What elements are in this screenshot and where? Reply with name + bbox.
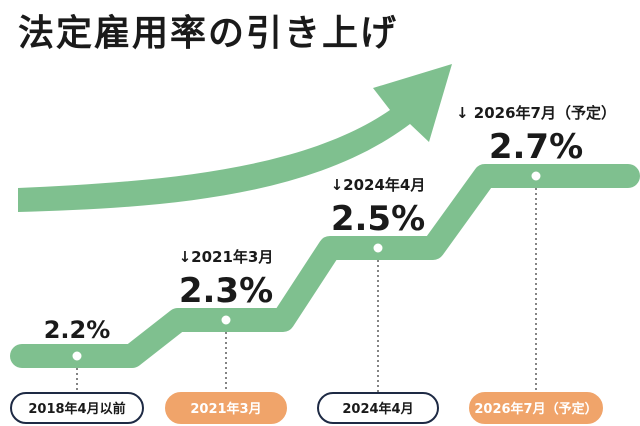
data-label: 2.2% bbox=[44, 316, 111, 344]
trend-arrow bbox=[18, 64, 452, 212]
data-point bbox=[69, 348, 85, 364]
chart-title: 法定雇用率の引き上げ bbox=[18, 13, 399, 54]
category-label: 2018年4月以前 bbox=[28, 401, 125, 417]
data-label: 2.5% bbox=[331, 199, 425, 239]
category-pill bbox=[317, 392, 439, 424]
date-annotation: ↓ 2026年7月（予定） bbox=[456, 104, 616, 122]
category-pill bbox=[469, 392, 603, 424]
series-line bbox=[10, 164, 640, 368]
data-point bbox=[528, 168, 544, 184]
category-label: 2021年3月 bbox=[190, 401, 261, 417]
category-pill bbox=[10, 392, 144, 424]
date-annotation: ↓2021年3月 bbox=[179, 248, 274, 266]
category-label: 2026年7月（予定） bbox=[474, 401, 597, 417]
data-label: 2.7% bbox=[489, 127, 583, 167]
data-point bbox=[218, 312, 234, 328]
category-pill bbox=[165, 392, 287, 424]
date-annotation: ↓2024年4月 bbox=[331, 176, 426, 194]
category-label: 2024年4月 bbox=[342, 401, 413, 417]
data-point bbox=[370, 240, 386, 256]
data-label: 2.3% bbox=[179, 271, 273, 311]
